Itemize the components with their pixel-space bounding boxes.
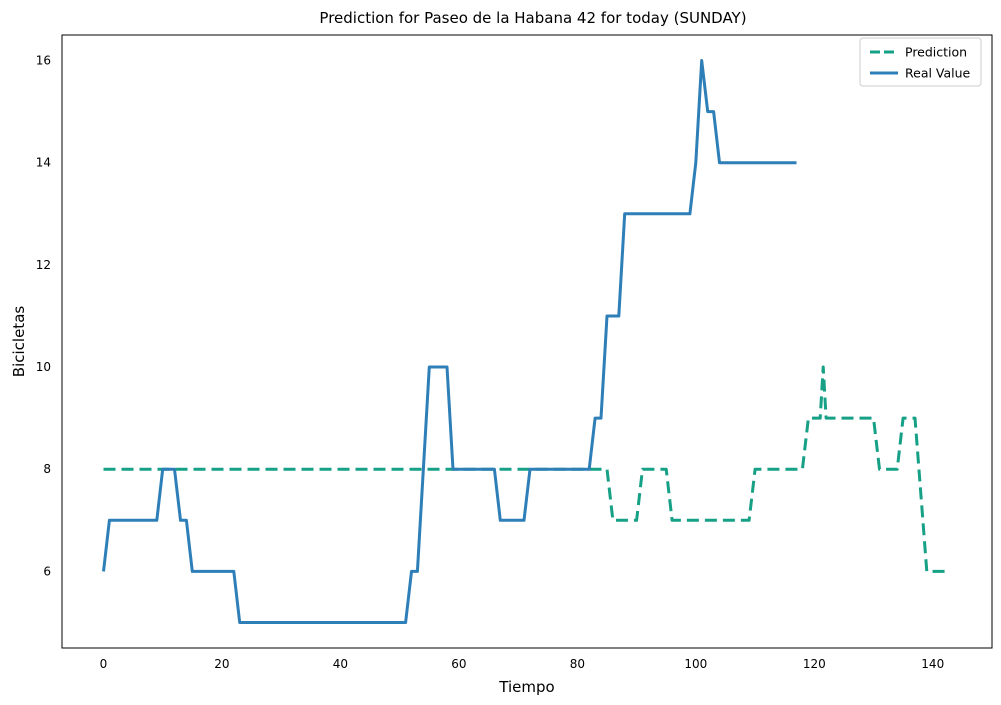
x-tick-label: 20: [214, 657, 229, 671]
legend-entry-label: Prediction: [905, 45, 967, 60]
y-tick-label: 16: [36, 54, 51, 68]
legend-entry-label: Real Value: [905, 66, 971, 81]
x-tick-label: 80: [570, 657, 585, 671]
x-tick-label: 0: [100, 657, 108, 671]
x-tick-label: 60: [451, 657, 466, 671]
x-tick-label: 100: [684, 657, 707, 671]
x-tick-label: 140: [921, 657, 944, 671]
axis-ticks: 0 20 40 60 80 100 120 140 6 8 10 12 14 16: [36, 54, 944, 671]
x-axis-label: Tiempo: [498, 678, 554, 696]
x-tick-label: 40: [333, 657, 348, 671]
y-tick-label: 8: [43, 462, 51, 476]
y-tick-label: 6: [43, 564, 51, 578]
series-layer: [102, 59, 951, 624]
y-tick-label: 14: [36, 156, 51, 170]
y-tick-label: 12: [36, 258, 51, 272]
legend: Prediction Real Value: [859, 37, 982, 87]
series-line-real-value: [102, 59, 797, 624]
chart-title: Prediction for Paseo de la Habana 42 for…: [319, 9, 746, 27]
series-line-prediction: [103, 365, 951, 573]
x-tick-label: 120: [803, 657, 826, 671]
plot-area-frame: [61, 34, 993, 649]
y-tick-label: 10: [36, 360, 51, 374]
y-axis-label: Bicicletas: [10, 306, 28, 378]
